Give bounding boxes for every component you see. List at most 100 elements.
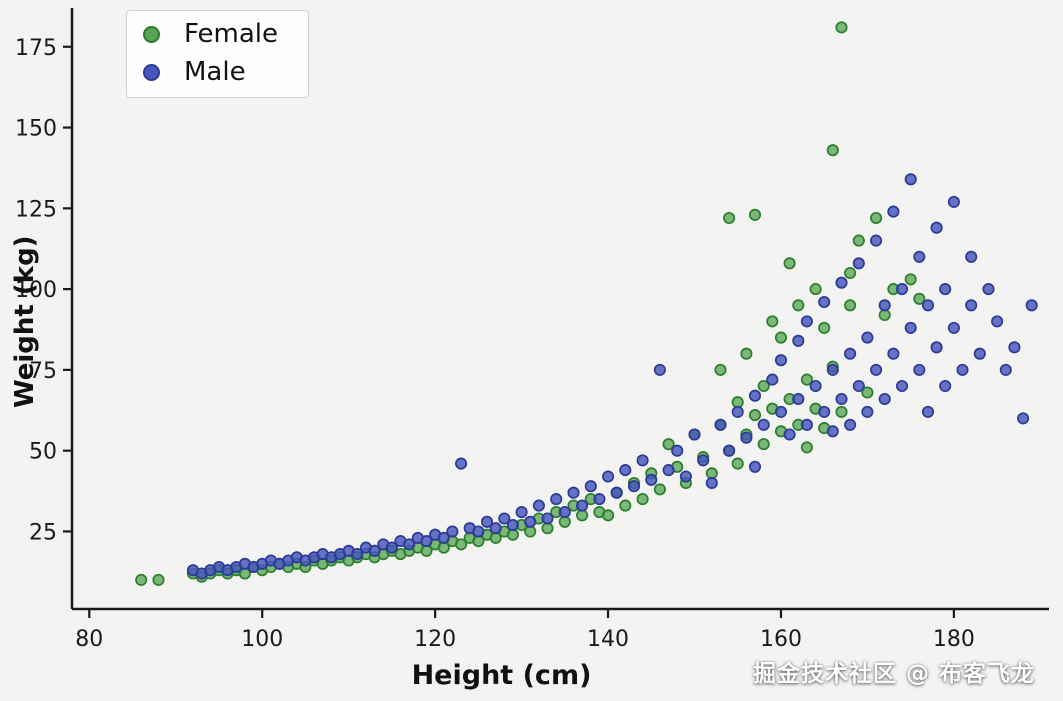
point-male [705,476,718,490]
legend-label-female: Female [184,19,279,49]
x-axis-label: Height (cm) [411,660,592,691]
point-female [757,438,770,451]
x-tick-label: 140 [587,627,629,652]
point-female [826,144,839,157]
x-tick-label: 100 [241,627,283,652]
point-male [636,454,649,467]
point-female [602,509,615,522]
point-male [870,234,883,247]
legend-item-male: Male [143,59,278,85]
point-female [818,321,831,334]
y-tick-label: 125 [15,197,57,222]
point-male [420,535,433,548]
point-male [403,538,416,551]
point-male [610,486,623,499]
point-male [368,544,381,557]
point-male [437,531,450,544]
point-male [991,315,1004,328]
point-male [818,405,831,418]
point-male [455,457,468,470]
point-female [731,396,744,409]
point-male [653,363,666,376]
point-male [930,341,943,354]
point-female [878,308,891,322]
point-male [446,525,459,538]
point-male [982,283,995,296]
point-female [135,573,148,586]
point-female [723,211,736,225]
point-male [965,299,978,312]
point-male [757,418,770,431]
point-male [524,515,537,528]
point-male [844,347,857,360]
point-male [852,257,865,270]
point-male [515,506,528,519]
point-male [558,506,571,519]
point-male [671,444,684,457]
point-female [653,483,666,496]
point-male [861,405,874,418]
point-male [809,379,822,393]
point-male [835,276,848,289]
point-male [697,454,710,467]
point-male [800,315,813,328]
point-male [1025,299,1038,312]
point-male [472,525,485,538]
point-male [576,499,589,512]
point-male [870,363,883,376]
legend-item-female: Female [143,21,278,47]
point-female [524,525,537,538]
point-male [740,431,753,444]
point-male [748,389,762,402]
point-male [774,405,788,418]
point-female [757,379,770,393]
point-male [498,512,511,525]
point-male [619,464,632,477]
point-male [584,480,597,493]
point-female [809,283,822,296]
point-male [714,418,727,431]
y-tick-label: 50 [29,440,57,465]
point-female [800,373,813,386]
point-male [567,486,580,499]
legend-label-male: Male [184,57,246,87]
y-tick-label: 175 [15,36,57,61]
point-male [602,470,615,483]
point-female [913,292,926,305]
point-female [740,347,753,360]
point-male [783,428,796,441]
point-male [921,299,935,312]
point-male [679,470,692,483]
point-male [723,444,736,457]
x-tick-label: 120 [414,627,456,652]
point-female [731,457,744,470]
point-male [921,405,935,418]
point-male [999,363,1012,376]
point-female [705,467,718,480]
point-female [714,363,727,376]
x-tick-label: 180 [933,627,975,652]
point-male [792,334,805,347]
point-male [688,428,701,441]
point-male [939,283,952,296]
point-male [662,464,675,477]
point-male [731,405,744,418]
point-male [800,418,813,431]
point-male [965,250,978,263]
point-female [870,211,883,225]
y-tick-label: 75 [29,359,57,384]
point-male [532,499,545,512]
point-female [800,441,813,454]
point-male [895,283,909,296]
point-female [619,499,632,512]
x-tick-label: 160 [760,627,802,652]
point-male [887,205,900,218]
point-male [826,363,839,376]
female-marker-icon [143,25,160,43]
point-male [645,473,658,486]
point-male [480,515,494,528]
male-marker-icon [143,63,160,81]
point-male [887,347,900,360]
point-female [541,522,554,535]
